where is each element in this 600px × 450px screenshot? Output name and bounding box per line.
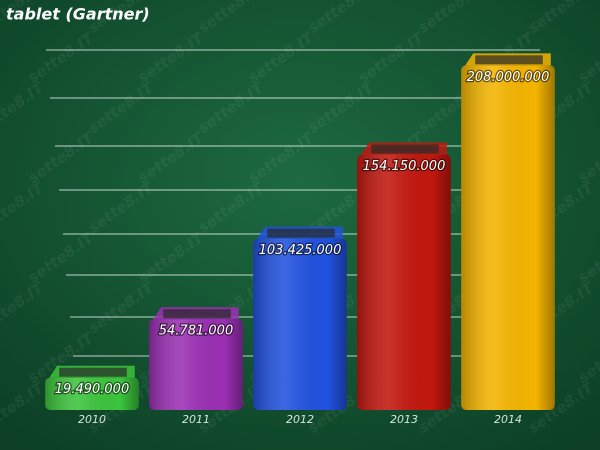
value-label: 19.490.000 (55, 382, 129, 397)
bar-shade (357, 154, 451, 410)
chart-title: tablet (Gartner) (6, 5, 150, 24)
tablet-icon (371, 144, 439, 154)
tablet-icon (163, 309, 231, 319)
value-label: 154.150.000 (363, 159, 446, 174)
value-label: 103.425.000 (259, 243, 342, 258)
tablet-icon (59, 367, 127, 377)
x-tick-label: 2010 (78, 413, 106, 426)
x-tick-label: 2014 (494, 413, 522, 426)
bar-shade (45, 377, 139, 410)
x-tick-label: 2011 (182, 413, 210, 426)
x-tick-label: 2012 (286, 413, 314, 426)
value-label: 208.000.000 (467, 70, 550, 85)
bar-shade (149, 319, 243, 410)
bar-shade (253, 238, 347, 410)
x-tick-label: 2013 (390, 413, 418, 426)
bar-shade (461, 65, 555, 411)
tablet-icon (267, 228, 335, 238)
tablet-icon (475, 55, 543, 65)
value-label: 54.781.000 (159, 324, 233, 339)
